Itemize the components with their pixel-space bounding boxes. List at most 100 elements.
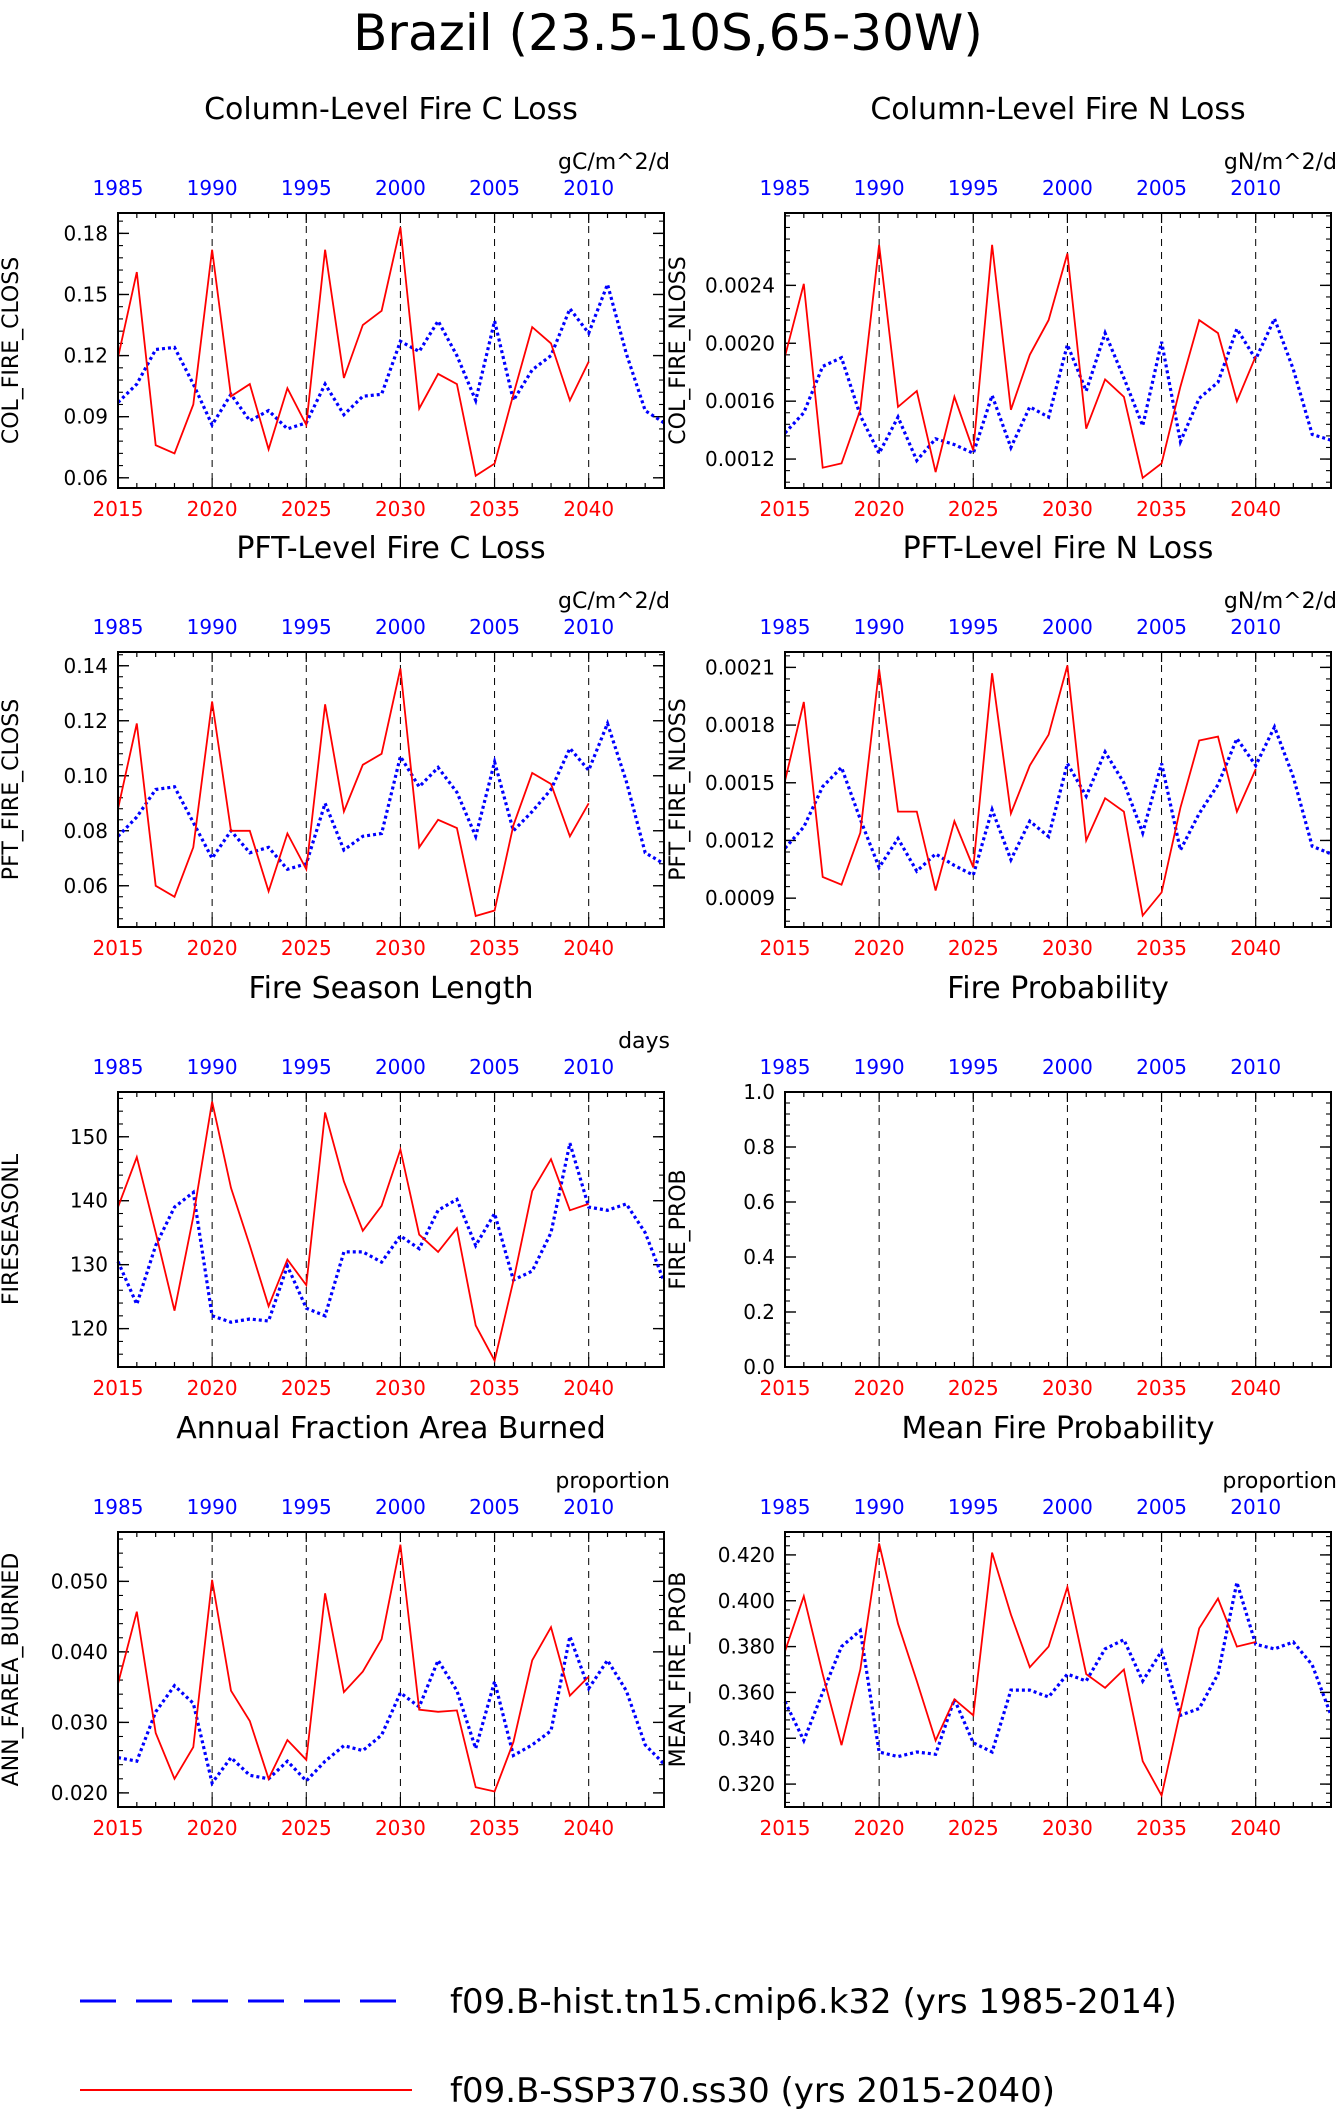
y-tick-label: 0.0015 xyxy=(705,771,775,795)
hist-year-label: 2010 xyxy=(563,176,614,200)
y-tick-label: 150 xyxy=(70,1125,108,1149)
y-tick-label: 0.18 xyxy=(63,221,108,245)
chart-panel-4: PFT-Level Fire N Loss gN/m^2/d 1985 1990 199… xyxy=(666,531,1337,960)
y-axis-label: MEAN_FIRE_PROB xyxy=(666,1572,691,1768)
y-tick-label: 0.0021 xyxy=(705,655,775,679)
ssp-year-label: 2030 xyxy=(375,936,426,960)
hist-year-label: 2000 xyxy=(1042,615,1093,639)
y-tick-label: 0.0024 xyxy=(705,273,775,297)
ssp-year-label: 2015 xyxy=(93,1816,144,1840)
y-tick-label: 0.06 xyxy=(63,466,108,490)
y-tick-label: 1.0 xyxy=(743,1080,775,1104)
chart-panel-2: Column-Level Fire N Loss gN/m^2/d 1985 1990… xyxy=(666,92,1337,521)
units-label: gN/m^2/d xyxy=(1224,150,1337,175)
hist-year-label: 2010 xyxy=(563,1495,614,1519)
y-tick-label: 0.6 xyxy=(743,1190,775,1214)
units-label: gC/m^2/d xyxy=(558,589,670,614)
ssp-year-label: 2020 xyxy=(187,1816,238,1840)
hist-series-line xyxy=(783,1581,1333,1759)
hist-year-label: 2010 xyxy=(1230,1055,1281,1079)
ssp-year-label: 2025 xyxy=(281,936,332,960)
plot-frame xyxy=(117,1531,665,1808)
y-tick-label: 0.09 xyxy=(63,405,108,429)
hist-year-label: 1985 xyxy=(93,615,144,639)
plot-frame xyxy=(117,212,665,489)
hist-year-label: 2010 xyxy=(1230,176,1281,200)
ssp-year-label: 2020 xyxy=(187,1376,238,1400)
hist-year-label: 1995 xyxy=(948,1495,999,1519)
legend: f09.B-hist.tn15.cmip6.k32 (yrs 1985-2014… xyxy=(80,1982,1177,2111)
hist-year-label: 1985 xyxy=(760,1495,811,1519)
y-tick-label: 0.0 xyxy=(743,1355,775,1379)
hist-year-label: 2010 xyxy=(1230,615,1281,639)
hist-year-label: 2005 xyxy=(1136,176,1187,200)
hist-year-label: 2010 xyxy=(1230,1495,1281,1519)
chart-title: PFT-Level Fire C Loss xyxy=(236,531,545,566)
hist-year-label: 1985 xyxy=(93,176,144,200)
ssp-series-line xyxy=(784,1543,1256,1799)
ssp-year-label: 2025 xyxy=(948,936,999,960)
y-tick-label: 0.08 xyxy=(63,819,108,843)
y-tick-label: 0.0012 xyxy=(705,828,775,852)
ssp-year-label: 2025 xyxy=(281,1376,332,1400)
y-tick-label: 0.0020 xyxy=(705,331,775,355)
ssp-year-label: 2040 xyxy=(1230,1376,1281,1400)
y-tick-label: 140 xyxy=(70,1189,108,1213)
chart-panel-3: PFT-Level Fire C Loss gC/m^2/d 1985 1990 199… xyxy=(0,531,670,960)
units-label: gN/m^2/d xyxy=(1224,589,1337,614)
ssp-year-label: 2015 xyxy=(760,1816,811,1840)
y-tick-label: 0.030 xyxy=(51,1710,108,1734)
ssp-year-label: 2035 xyxy=(1136,497,1187,521)
hist-series-line xyxy=(116,279,665,431)
y-tick-label: 0.040 xyxy=(51,1640,108,1664)
y-axis-label: ANN_FAREA_BURNED xyxy=(0,1553,24,1787)
page-title: Brazil (23.5-10S,65-30W) xyxy=(353,4,983,62)
y-tick-label: 0.0009 xyxy=(705,886,775,910)
ssp-year-label: 2030 xyxy=(1042,1376,1093,1400)
ssp-year-label: 2040 xyxy=(1230,936,1281,960)
ssp-year-label: 2035 xyxy=(469,497,520,521)
y-tick-label: 0.8 xyxy=(743,1135,775,1159)
ssp-year-label: 2035 xyxy=(1136,936,1187,960)
ssp-year-label: 2015 xyxy=(760,497,811,521)
ssp-year-label: 2040 xyxy=(563,1376,614,1400)
chart-title: Column-Level Fire C Loss xyxy=(204,92,578,127)
ssp-year-label: 2015 xyxy=(93,1376,144,1400)
ssp-series-line xyxy=(784,665,1257,918)
ssp-year-label: 2015 xyxy=(760,1376,811,1400)
y-tick-label: 0.06 xyxy=(63,874,108,898)
y-tick-label: 0.360 xyxy=(718,1680,775,1704)
y-axis-label: FIRESEASONL xyxy=(0,1153,24,1305)
units-label: proportion xyxy=(1222,1469,1337,1494)
y-tick-label: 0.12 xyxy=(63,344,108,368)
y-tick-label: 130 xyxy=(70,1253,108,1277)
hist-year-label: 1985 xyxy=(93,1495,144,1519)
units-label: days xyxy=(618,1029,670,1054)
hist-series-line xyxy=(116,718,665,872)
y-tick-label: 0.15 xyxy=(63,282,108,306)
ssp-year-label: 2040 xyxy=(563,497,614,521)
y-tick-label: 0.10 xyxy=(63,764,108,788)
ssp-series-line xyxy=(117,668,590,918)
ssp-year-label: 2020 xyxy=(187,497,238,521)
ssp-year-label: 2015 xyxy=(760,936,811,960)
ssp-series-line xyxy=(117,227,590,478)
hist-year-label: 1995 xyxy=(281,1055,332,1079)
ssp-year-label: 2020 xyxy=(854,936,905,960)
hist-year-label: 2010 xyxy=(563,615,614,639)
chart-title: PFT-Level Fire N Loss xyxy=(903,531,1214,566)
hist-year-label: 2005 xyxy=(469,176,520,200)
ssp-series-line xyxy=(117,1544,590,1793)
hist-year-label: 1985 xyxy=(760,176,811,200)
hist-year-label: 1995 xyxy=(281,1495,332,1519)
ssp-year-label: 2030 xyxy=(375,1816,426,1840)
hist-year-label: 1995 xyxy=(948,1055,999,1079)
hist-series-line xyxy=(783,314,1332,464)
ssp-year-label: 2035 xyxy=(1136,1816,1187,1840)
plot-frame xyxy=(784,1091,1332,1368)
hist-year-label: 1995 xyxy=(948,615,999,639)
ssp-year-label: 2035 xyxy=(469,936,520,960)
ssp-year-label: 2030 xyxy=(1042,936,1093,960)
hist-year-label: 1995 xyxy=(281,176,332,200)
